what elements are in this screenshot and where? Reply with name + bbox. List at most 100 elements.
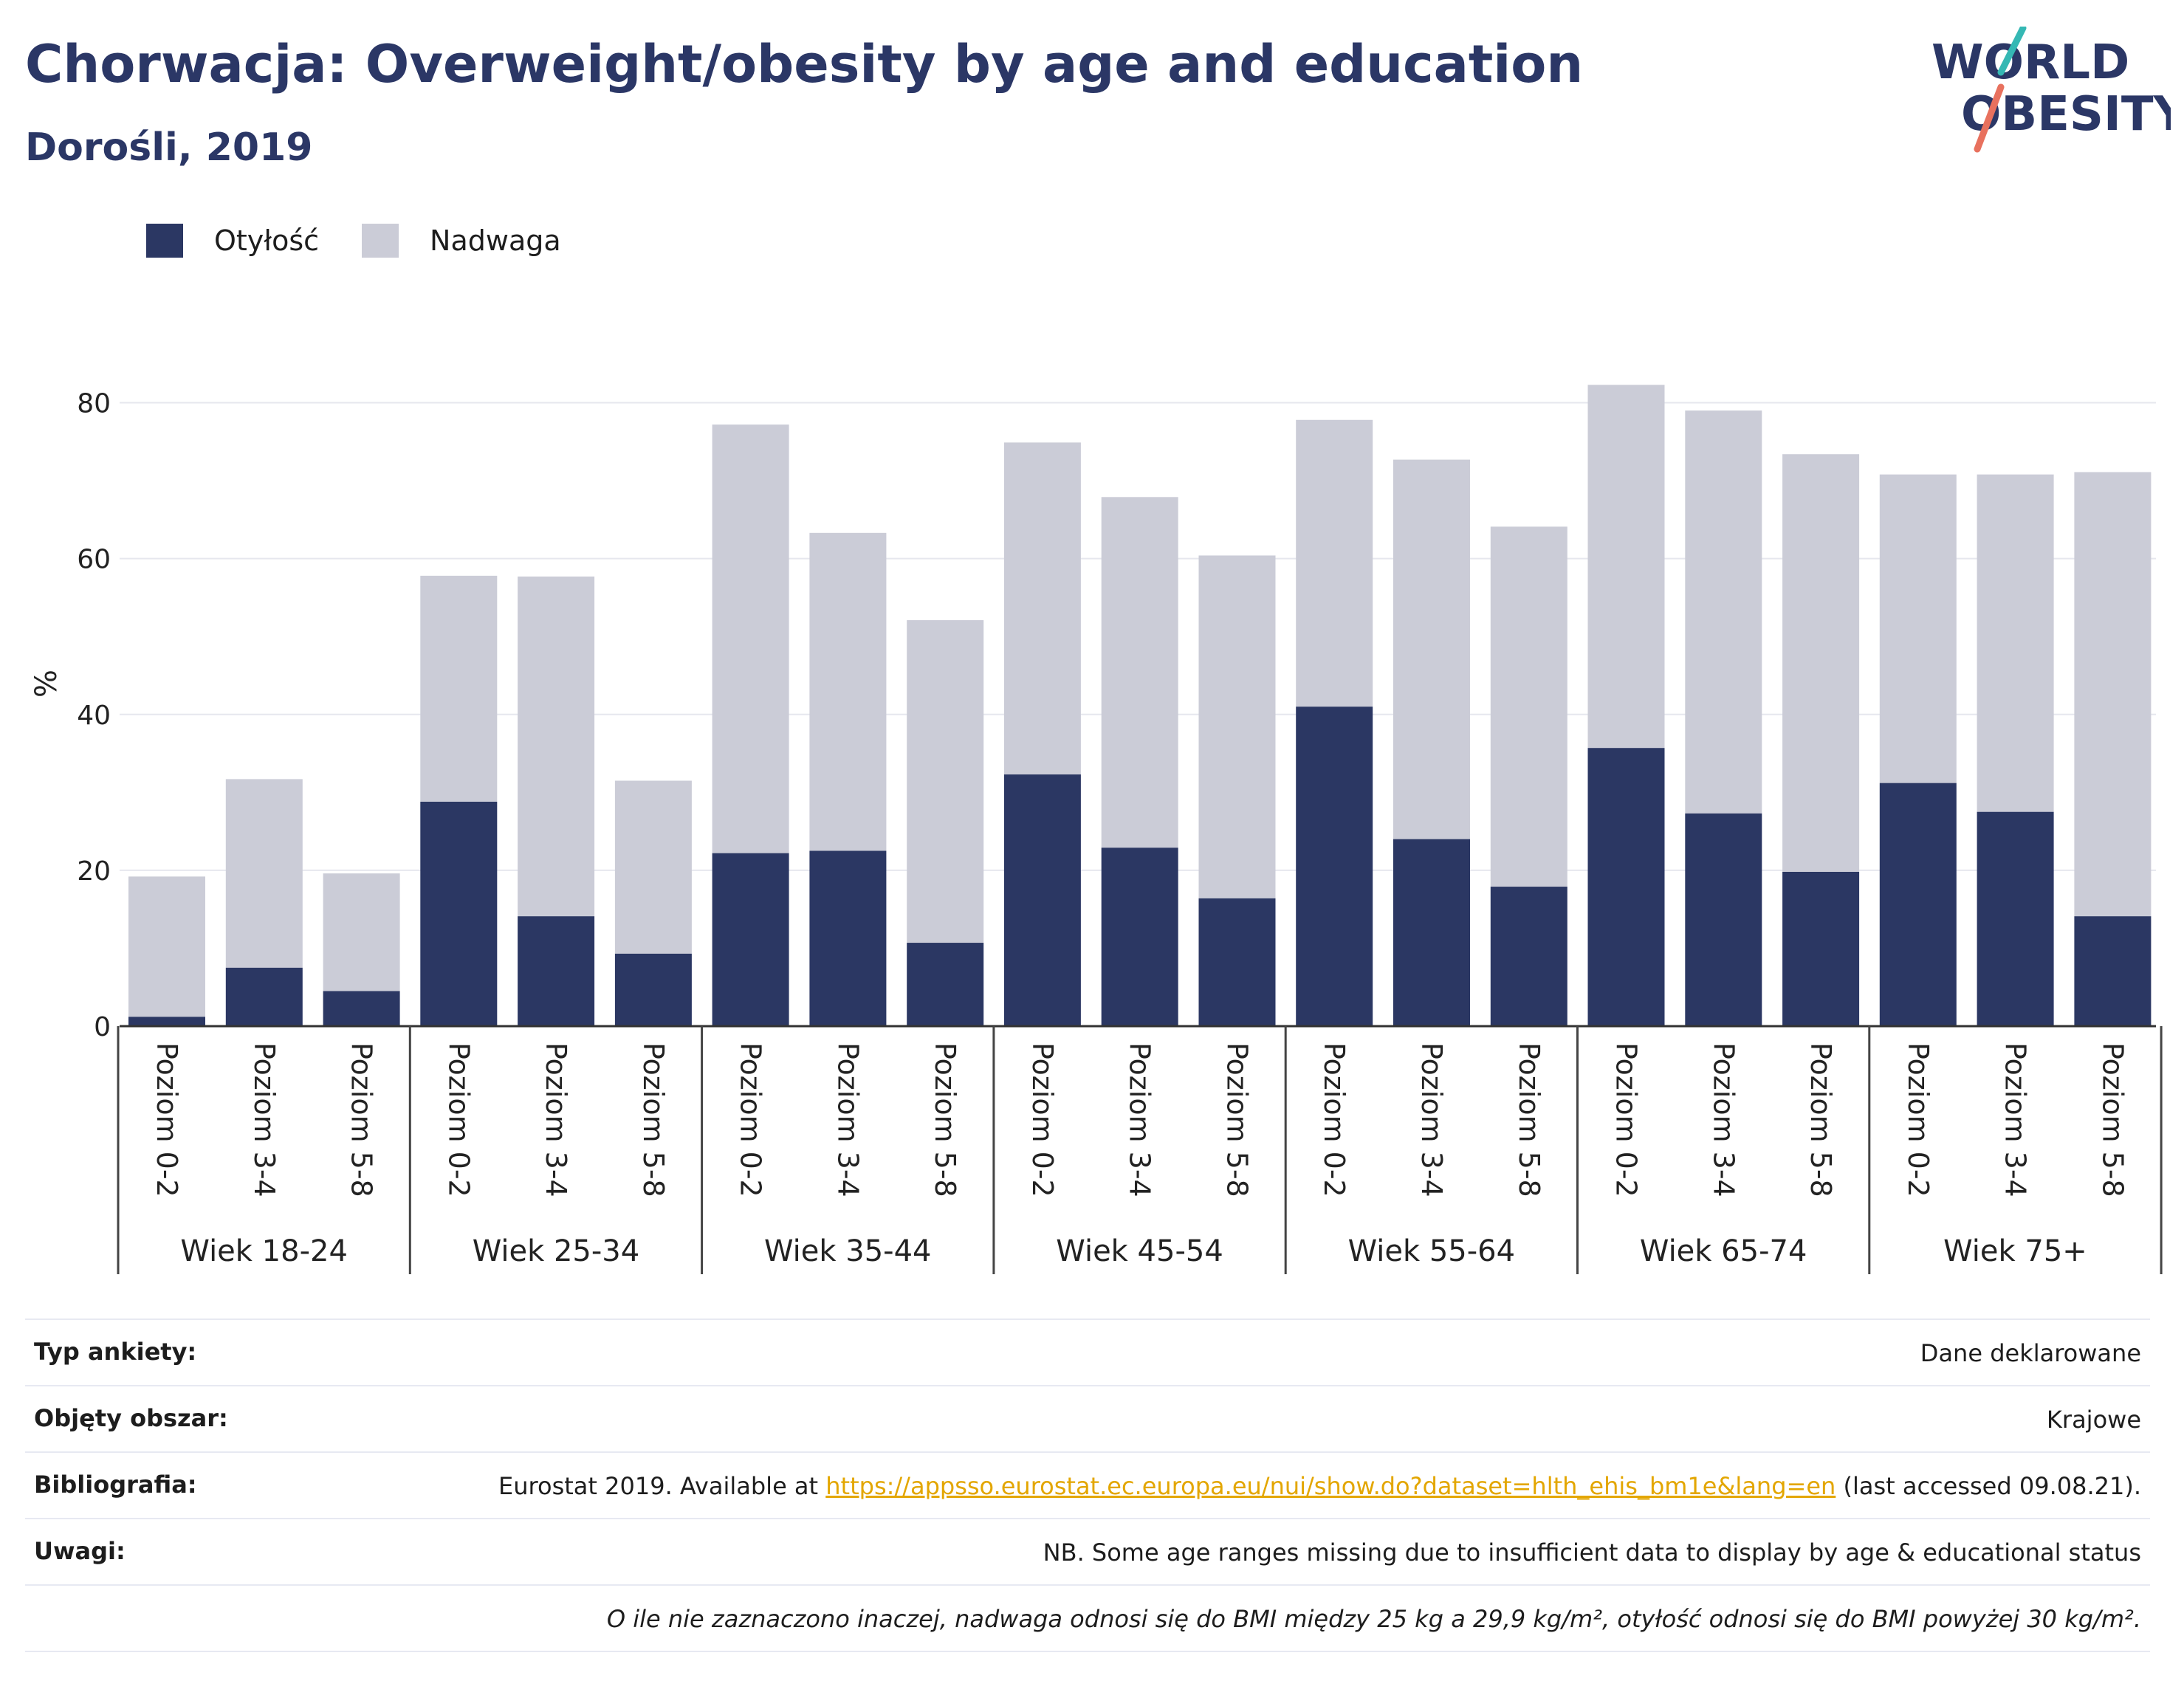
x-category-label: Poziom 5-8: [1804, 1042, 1837, 1197]
legend: Otyłość Nadwaga: [146, 219, 604, 263]
bar-obesity: [1490, 887, 1567, 1026]
legend-item-obesity: Otyłość: [146, 224, 319, 258]
legend-item-overweight: Nadwaga: [362, 224, 561, 258]
world-obesity-logo: WORLD OBESITY: [1931, 27, 2171, 153]
bar-overweight: [128, 876, 205, 1017]
bibliography-label: Bibliografia:: [34, 1471, 197, 1499]
legend-label-overweight: Nadwaga: [430, 224, 561, 257]
bar-overweight: [323, 873, 400, 991]
definition-note: O ile nie zaznaczono inaczej, nadwaga od…: [606, 1605, 2141, 1633]
bar-overweight: [1879, 474, 1957, 783]
bar-overweight: [1490, 526, 1567, 887]
area-value: Krajowe: [2046, 1406, 2141, 1434]
bar-overweight: [1782, 454, 1860, 872]
info-row-notes: Uwagi: NB. Some age ranges missing due t…: [25, 1519, 2150, 1586]
x-group-label: Wiek 45-54: [1056, 1234, 1223, 1268]
bar-overweight: [1977, 474, 2054, 812]
bar-obesity: [225, 967, 303, 1026]
chart-subtitle: Dorośli, 2019: [25, 126, 313, 170]
x-group-label: Wiek 65-74: [1640, 1234, 1807, 1268]
bar-obesity: [712, 853, 789, 1026]
x-category-label: Poziom 3-4: [1999, 1042, 2032, 1197]
bar-overweight: [420, 575, 498, 802]
bar-obesity: [1198, 898, 1276, 1026]
y-tick-label: 20: [77, 856, 111, 887]
notes-value: NB. Some age ranges missing due to insuf…: [1043, 1538, 2141, 1567]
bibliography-suffix: (last accessed 09.08.21).: [1836, 1472, 2141, 1500]
bibliography-link[interactable]: https://appsso.eurostat.ec.europa.eu/nui…: [825, 1472, 1836, 1500]
x-category-label: Poziom 5-8: [637, 1042, 670, 1197]
x-category-label: Poziom 5-8: [1513, 1042, 1545, 1197]
bar-obesity: [1587, 748, 1665, 1026]
x-group-label: Wiek 75+: [1943, 1234, 2087, 1268]
bar-obesity: [1296, 706, 1373, 1026]
x-category-label: Poziom 3-4: [831, 1042, 864, 1197]
bar-overweight: [1198, 555, 1276, 898]
bar-overweight: [1587, 385, 1665, 749]
x-category-label: Poziom 0-2: [1026, 1042, 1059, 1197]
x-category-label: Poziom 5-8: [346, 1042, 378, 1197]
x-category-label: Poziom 5-8: [2096, 1042, 2129, 1197]
bar-obesity: [1003, 774, 1081, 1026]
bar-overweight: [2074, 472, 2152, 917]
bar-obesity: [809, 850, 887, 1026]
x-category-label: Poziom 3-4: [1124, 1042, 1156, 1197]
info-row-survey-type: Typ ankiety: Dane deklarowane: [25, 1320, 2150, 1386]
bar-overweight: [1685, 410, 1762, 814]
bar-obesity: [1393, 839, 1470, 1026]
x-category-label: Poziom 0-2: [1902, 1042, 1934, 1197]
legend-swatch-obesity: [146, 224, 183, 258]
y-axis-title: %: [30, 670, 63, 698]
bar-obesity: [1782, 872, 1860, 1026]
x-category-label: Poziom 3-4: [248, 1042, 281, 1197]
bar-obesity: [128, 1017, 205, 1026]
x-category-label: Poziom 0-2: [1610, 1042, 1643, 1197]
info-table: Typ ankiety: Dane deklarowane Objęty obs…: [25, 1318, 2150, 1652]
bibliography-prefix: Eurostat 2019. Available at: [498, 1472, 826, 1500]
bar-overweight: [712, 424, 789, 853]
bar-obesity: [1977, 811, 2054, 1026]
bar-overweight: [518, 576, 595, 917]
x-group-label: Wiek 18-24: [180, 1234, 348, 1268]
bar-obesity: [323, 991, 400, 1026]
y-tick-label: 60: [77, 545, 111, 575]
x-category-label: Poziom 0-2: [735, 1042, 767, 1197]
x-group-label: Wiek 25-34: [473, 1234, 640, 1268]
legend-swatch-overweight: [362, 224, 399, 258]
survey-type-value: Dane deklarowane: [1920, 1339, 2141, 1367]
bar-obesity: [1685, 813, 1762, 1026]
y-tick-label: 80: [77, 389, 111, 419]
bar-obesity: [518, 916, 595, 1026]
bar-overweight: [1393, 459, 1470, 839]
x-category-label: Poziom 0-2: [442, 1042, 475, 1197]
logo-line-1: WORLD: [1931, 35, 2129, 90]
notes-label: Uwagi:: [34, 1537, 126, 1565]
bar-obesity: [420, 802, 498, 1026]
bar-obesity: [1879, 783, 1957, 1026]
x-category-label: Poziom 3-4: [1707, 1042, 1740, 1197]
bar-overweight: [1101, 497, 1178, 848]
y-tick-label: 0: [94, 1012, 111, 1042]
bar-obesity: [2074, 916, 2152, 1026]
x-category-label: Poziom 5-8: [1221, 1042, 1254, 1197]
x-category-label: Poziom 3-4: [1415, 1042, 1448, 1197]
bibliography-value: Eurostat 2019. Available at https://apps…: [498, 1471, 2141, 1502]
x-category-label: Poziom 0-2: [1318, 1042, 1350, 1197]
logo-slash-coral: [1974, 83, 2005, 153]
bar-overweight: [1003, 442, 1081, 775]
x-category-label: Poziom 0-2: [151, 1042, 183, 1197]
bar-overweight: [614, 780, 692, 954]
chart-title: Chorwacja: Overweight/obesity by age and…: [25, 34, 1584, 94]
bar-overweight: [1296, 419, 1373, 707]
stacked-bar-chart: 0 20 40 60 80% Poziom 0-2 Poziom 3-4 Poziom 5-8…: [30, 385, 2163, 1274]
info-row-area: Objęty obszar: Krajowe: [25, 1386, 2150, 1453]
logo-slash-teal: [1997, 27, 2027, 76]
x-category-label: Poziom 3-4: [540, 1042, 572, 1197]
bar-obesity: [1101, 848, 1178, 1026]
bar-overweight: [225, 779, 303, 968]
legend-label-obesity: Otyłość: [214, 224, 320, 257]
info-row-bibliography: Bibliografia: Eurostat 2019. Available a…: [25, 1453, 2150, 1519]
area-label: Objęty obszar:: [34, 1404, 228, 1432]
bar-overweight: [907, 620, 984, 943]
survey-type-label: Typ ankiety:: [34, 1338, 197, 1366]
